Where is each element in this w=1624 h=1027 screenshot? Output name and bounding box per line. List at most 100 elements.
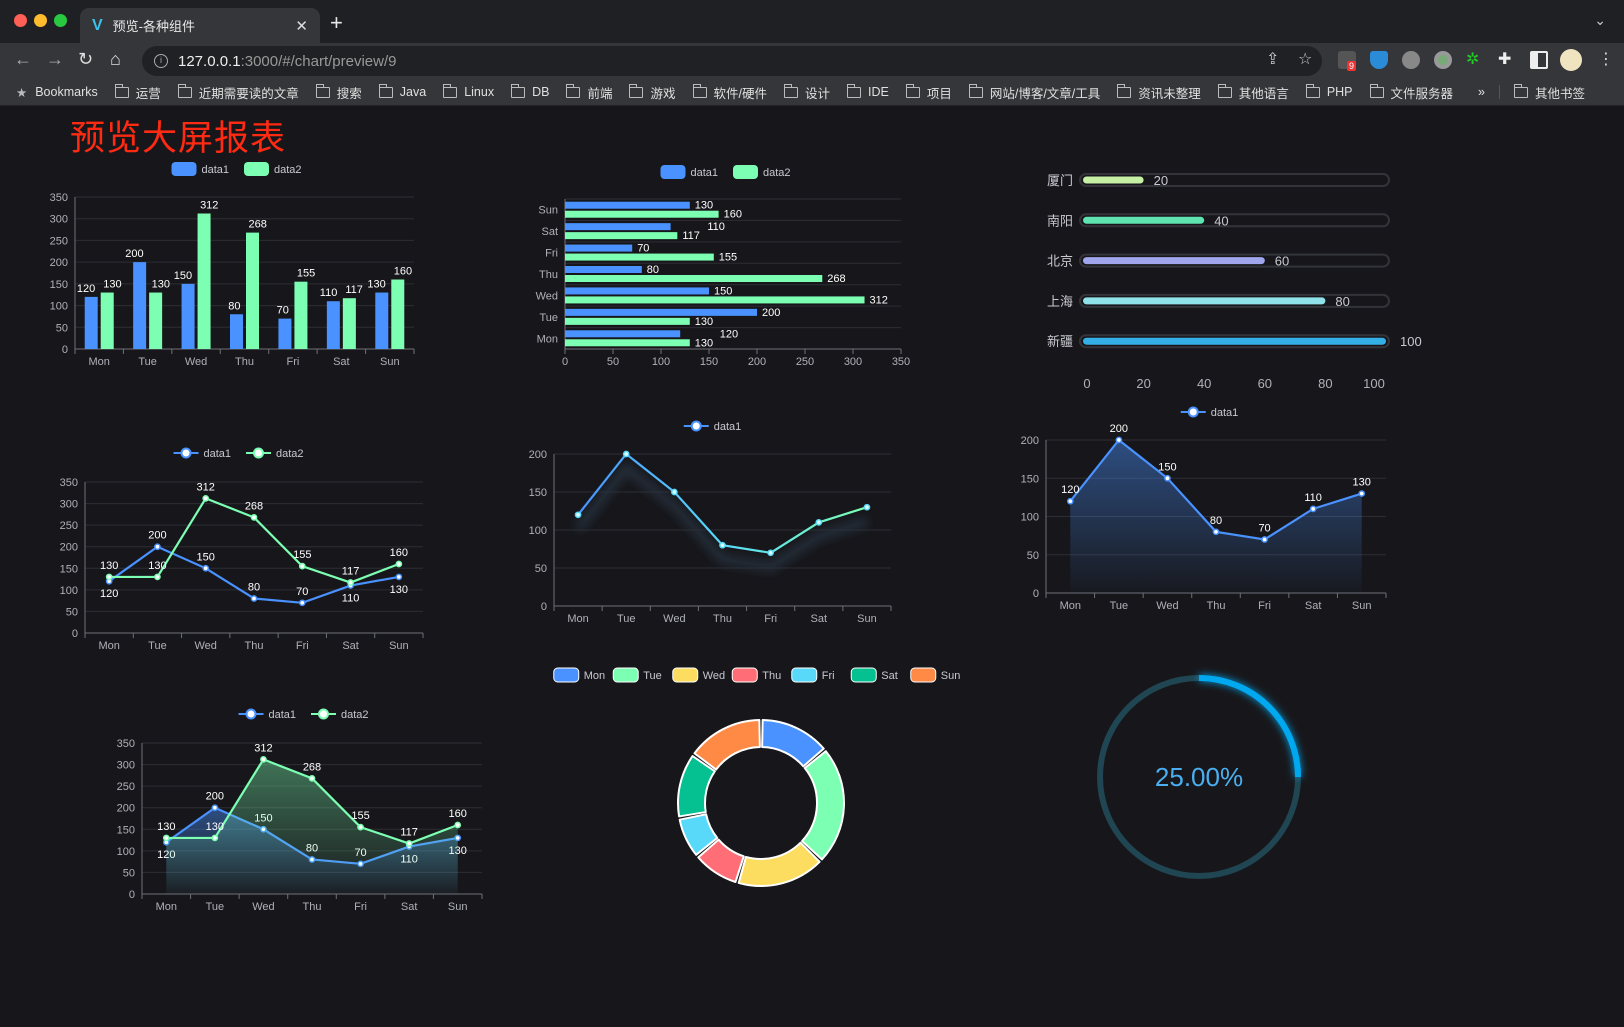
legend-item[interactable]: data2 (246, 447, 304, 460)
legend-item[interactable]: Mon (553, 667, 605, 683)
extensions-puzzle-icon[interactable]: ✚ (1498, 51, 1512, 68)
legend-item[interactable]: data1 (173, 447, 232, 460)
side-panel-icon[interactable] (1530, 51, 1548, 69)
y-tick-label: 300 (117, 760, 135, 772)
bookmark-item[interactable]: Java (378, 83, 427, 99)
legend-swatch-icon (553, 667, 580, 683)
bookmark-item[interactable]: 软件/硬件 (692, 83, 767, 102)
bookmarks-overflow-button[interactable]: » (1478, 85, 1500, 99)
bookmark-item[interactable]: 近期需要读的文章 (177, 83, 299, 102)
bookmark-item[interactable]: 其他语言 (1217, 83, 1289, 102)
legend-swatch-icon (672, 667, 699, 683)
y-tick-label: Thu (539, 269, 558, 281)
x-tick-label: Thu (303, 901, 322, 913)
legend-item[interactable]: Thu (731, 667, 781, 683)
bar-value-label: 268 (827, 273, 845, 285)
bookmark-item[interactable]: 运营 (114, 83, 161, 102)
share-icon[interactable]: ⇪ (1266, 51, 1280, 68)
bookmark-label: Java (399, 85, 427, 99)
legend-item[interactable]: data1 (660, 165, 719, 179)
bar (294, 281, 308, 349)
legend-swatch-icon (244, 162, 269, 176)
url-host: 127.0.0.1 (178, 52, 241, 70)
series-data1: 120 200 150 80 70 110 130 (1061, 423, 1371, 593)
new-tab-button[interactable]: + (330, 10, 343, 35)
reload-icon[interactable]: ↻ (78, 49, 94, 69)
site-info-icon[interactable]: i (154, 54, 168, 68)
donut-slice-sat[interactable] (677, 755, 716, 818)
minimize-window-button[interactable] (34, 14, 47, 27)
legend-item[interactable]: data2 (244, 162, 302, 176)
close-tab-icon[interactable]: ✕ (295, 17, 308, 35)
bookmark-item[interactable]: Linux (443, 83, 495, 99)
browser-tab[interactable]: V 预览-各种组件 ✕ (80, 8, 320, 43)
data-point (298, 562, 306, 570)
legend-item[interactable]: data2 (311, 708, 369, 721)
bar (326, 301, 340, 349)
donut-slice-thu[interactable] (697, 838, 745, 883)
bookmark-item[interactable]: DB (511, 83, 549, 99)
address-bar[interactable]: i 127.0.0.1 :3000/#/chart/preview/9 (142, 46, 1322, 76)
bookmark-item[interactable]: 设计 (783, 83, 830, 102)
bookmark-item[interactable]: 网站/博客/文章/工具 (968, 83, 1100, 102)
y-tick-label: 50 (123, 867, 135, 879)
bookmark-item[interactable]: 资讯未整理 (1117, 83, 1201, 102)
legend-item[interactable]: data1 (171, 162, 230, 176)
gem-extension-icon[interactable] (1370, 51, 1388, 69)
value-label: 60 (1275, 254, 1289, 269)
green-dot-extension-icon[interactable] (1434, 51, 1452, 69)
legend-swatch-icon (791, 667, 818, 683)
bookmark-star-icon[interactable]: ☆ (1298, 51, 1313, 68)
legend-item[interactable]: Wed (672, 667, 725, 683)
avatar[interactable] (1560, 49, 1582, 71)
legend-item[interactable]: data2 (733, 165, 791, 179)
legend-item[interactable]: data1 (683, 420, 742, 433)
legend-item[interactable]: Fri (791, 667, 835, 683)
tab-search-chevron-icon[interactable]: ⌄ (1594, 12, 1606, 28)
folder-icon (1305, 83, 1320, 98)
donut-slice-tue[interactable] (801, 750, 845, 861)
folder-icon (847, 83, 861, 98)
star-extension-icon[interactable]: ✲ (1466, 51, 1480, 68)
menu-icon[interactable]: ⋮ (1598, 51, 1614, 68)
bookmark-item[interactable]: IDE (847, 83, 889, 99)
folder-icon (968, 83, 983, 98)
bookmark-item[interactable]: 搜索 (315, 83, 362, 102)
home-icon[interactable]: ⌂ (110, 49, 121, 69)
other-bookmarks[interactable]: 其他书签 (1513, 83, 1585, 102)
bookmark-label: Linux (464, 85, 495, 99)
bookmark-item[interactable]: PHP (1305, 83, 1353, 99)
data-point (357, 823, 364, 831)
bookmark-item[interactable]: 项目 (905, 83, 952, 102)
data-point (1212, 528, 1220, 536)
donut-slice-fri[interactable] (678, 813, 719, 856)
bar (197, 213, 211, 349)
data-point (202, 564, 210, 572)
donut-slice-wed[interactable] (737, 841, 821, 887)
data-label: 110 (342, 593, 360, 605)
y-tick-label: 100 (529, 525, 547, 537)
bookmark-item[interactable]: 文件服务器 (1369, 83, 1453, 102)
bar (565, 232, 678, 240)
legend-item[interactable]: Sun (910, 667, 961, 683)
close-window-button[interactable] (14, 14, 27, 27)
legend-item[interactable]: data1 (1180, 406, 1239, 419)
back-icon[interactable]: ← (14, 49, 32, 69)
bookmark-item[interactable]: ★ Bookmarks (16, 85, 98, 100)
bar (391, 279, 405, 349)
data-label: 117 (342, 566, 360, 578)
bookmark-item[interactable]: 游戏 (629, 83, 676, 102)
donut-slice-sun[interactable] (693, 719, 761, 771)
legend-label: Sat (881, 670, 898, 682)
forward-icon[interactable]: → (46, 49, 64, 69)
bookmark-item[interactable]: 前端 (566, 83, 612, 102)
legend-item[interactable]: Sat (850, 667, 898, 683)
legend-item[interactable]: Tue (612, 667, 662, 683)
x-tick-label: 300 (844, 356, 862, 368)
maximize-window-button[interactable] (54, 14, 67, 27)
legend-item[interactable]: data1 (238, 708, 297, 721)
command-extension-icon[interactable] (1402, 51, 1420, 69)
data-point (719, 541, 726, 549)
donut-slice-mon[interactable] (761, 719, 825, 768)
legend-swatch-icon (612, 667, 639, 683)
